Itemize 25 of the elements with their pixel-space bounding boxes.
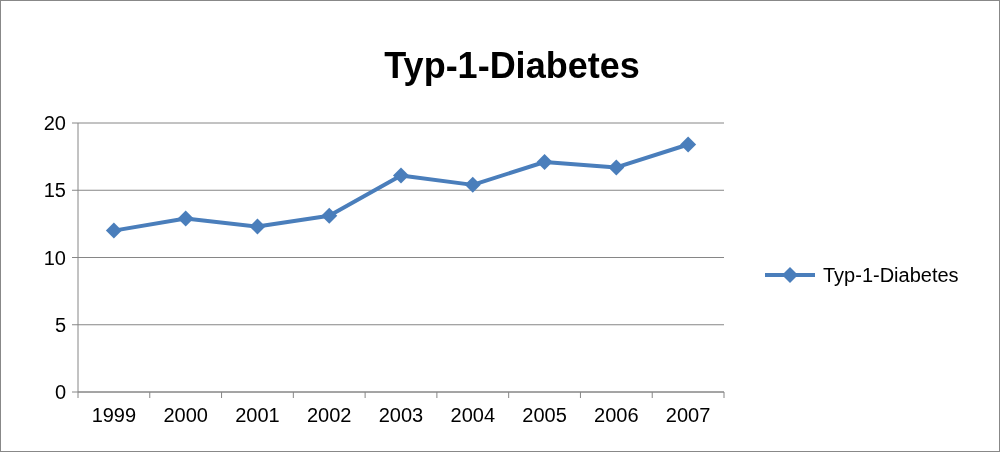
point xyxy=(177,210,194,227)
y-tick-label: 20 xyxy=(43,112,66,134)
x-tick-label: 2001 xyxy=(235,404,280,426)
x-tick-label: 2000 xyxy=(163,404,208,426)
x-tick-label: 2007 xyxy=(665,404,711,426)
legend-label: Typ-1-Diabetes xyxy=(823,264,959,286)
point xyxy=(464,176,481,193)
point xyxy=(249,218,266,235)
y-tick-label: 5 xyxy=(54,313,66,336)
x-tick-label: 2005 xyxy=(522,404,567,426)
point xyxy=(321,207,338,224)
point xyxy=(608,159,625,176)
chart-title: Typ-1-Diabetes xyxy=(384,45,640,86)
point xyxy=(680,136,697,153)
point xyxy=(393,167,409,184)
point xyxy=(105,222,122,239)
x-tick-label: 2002 xyxy=(306,404,352,426)
y-tick-label: 10 xyxy=(43,246,66,269)
x-tick-label: 1999 xyxy=(91,404,137,426)
x-tick-label: 2003 xyxy=(378,404,424,426)
y-tick-label: 0 xyxy=(54,381,66,403)
y-tick-label: 15 xyxy=(43,179,66,202)
point xyxy=(536,154,553,170)
x-tick-label: 2004 xyxy=(450,404,496,426)
x-tick-label: 2006 xyxy=(594,404,639,426)
